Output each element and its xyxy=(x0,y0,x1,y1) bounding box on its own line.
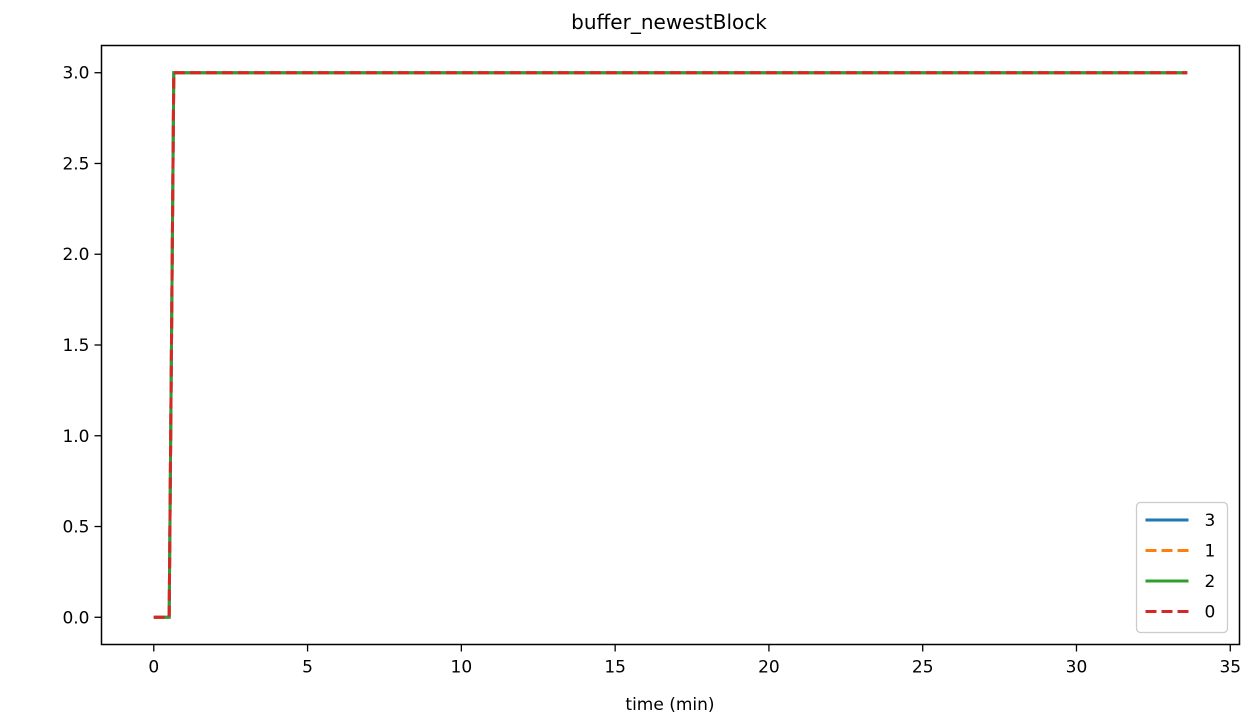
x-tick-label: 35 xyxy=(1219,658,1241,678)
y-tick-label: 2.0 xyxy=(62,245,89,265)
y-tick-label: 0.0 xyxy=(62,608,89,628)
legend-label: 3 xyxy=(1205,511,1216,531)
x-tick-label: 20 xyxy=(758,658,780,678)
legend-label: 0 xyxy=(1205,603,1216,623)
x-axis-ticks: 0 5 10 15 20 25 30 35 xyxy=(148,644,1241,678)
x-tick-label: 15 xyxy=(604,658,626,678)
x-tick-label: 10 xyxy=(451,658,473,678)
y-tick-label: 1.5 xyxy=(62,336,89,356)
x-axis-label: time (min) xyxy=(625,695,714,715)
y-tick-label: 2.5 xyxy=(62,154,89,174)
x-tick-label: 30 xyxy=(1066,658,1088,678)
x-tick-label: 0 xyxy=(148,658,159,678)
legend-label: 2 xyxy=(1205,572,1216,592)
x-tick-label: 25 xyxy=(912,658,934,678)
y-tick-label: 0.5 xyxy=(62,518,89,538)
legend-box xyxy=(1135,501,1229,634)
y-axis-ticks: 0.0 0.5 1.0 1.5 2.0 2.5 3.0 xyxy=(62,64,102,628)
chart-title: buffer_newestBlock xyxy=(571,10,767,34)
legend-label: 1 xyxy=(1205,542,1216,562)
x-tick-label: 5 xyxy=(302,658,313,678)
series-line-0 xyxy=(153,71,1188,619)
y-tick-label: 1.0 xyxy=(62,427,89,447)
series-layer xyxy=(153,71,1188,619)
legend: 3 1 2 0 xyxy=(1135,501,1229,634)
plot-frame xyxy=(100,44,1241,646)
y-tick-label: 3.0 xyxy=(62,64,89,84)
